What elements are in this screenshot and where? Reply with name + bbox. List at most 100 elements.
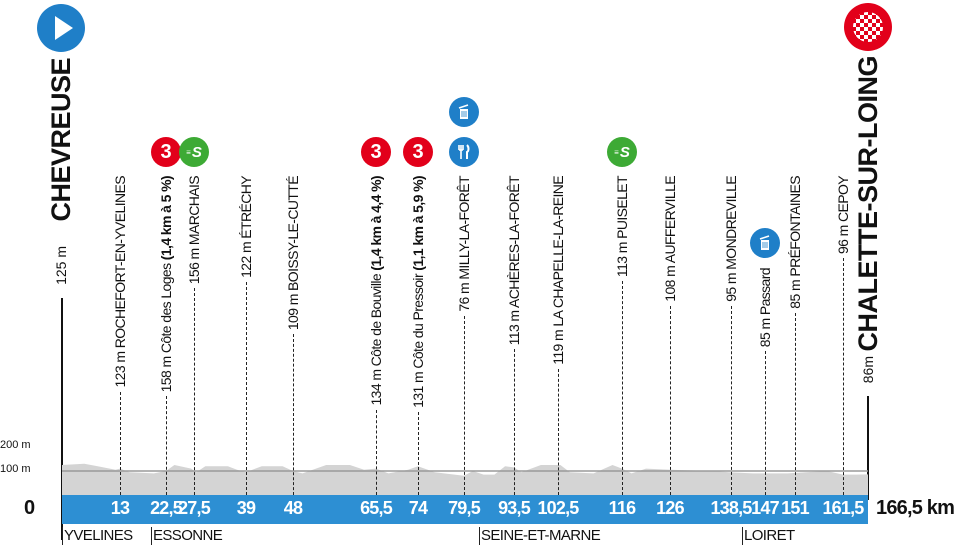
- climb-details: (1,4 km à 5 %): [158, 176, 174, 261]
- waypoint-label: 123 m ROCHEFORT-EN-YVELINES: [112, 176, 128, 388]
- waypoint-label: 122 m ÉTRÉCHY: [238, 176, 254, 278]
- dashed-marker-line: [669, 305, 671, 495]
- km-tick-label: 147: [751, 498, 779, 518]
- dashed-marker-line: [193, 288, 195, 495]
- dashed-marker-line: [119, 391, 121, 495]
- waypoint-text: 113 m PUISELET: [614, 176, 630, 278]
- waypoint-label: 134 m Côte de Bouville (1,4 km à 4,4 %): [368, 176, 384, 406]
- dashed-marker-line: [292, 334, 294, 495]
- total-distance: 166,5 km: [876, 497, 955, 519]
- km-tick-label: 138,5: [710, 498, 752, 518]
- finish-line: [867, 396, 869, 500]
- km-tick-label: 102,5: [537, 498, 579, 518]
- waypoint: 95 m MONDREVILLE: [721, 176, 741, 495]
- zero-label: 0: [24, 497, 36, 519]
- waypoint-text: 95 m MONDREVILLE: [723, 176, 739, 302]
- department-loiret: LOIRET: [742, 527, 795, 545]
- waypoint-text: 85 m Passard: [757, 268, 773, 348]
- y-label-100: 100 m: [0, 463, 31, 475]
- dashed-marker-line: [417, 411, 419, 495]
- climb-cat3-icon: 3: [361, 137, 391, 167]
- waste-zone-icon: [449, 97, 479, 127]
- waypoint: 85 m PRÉFONTAINES: [785, 176, 805, 495]
- waypoint: 113 m PUISELET: [612, 176, 632, 495]
- climb-cat3-icon: 3: [403, 137, 433, 167]
- waypoint-label: 109 m BOISSY-LE-CUTTÉ: [285, 176, 301, 330]
- waypoint: 109 m BOISSY-LE-CUTTÉ: [283, 176, 303, 495]
- dashed-marker-line: [165, 396, 167, 495]
- km-tick-label: 161,5: [822, 498, 864, 518]
- waypoint: 119 m LA CHAPELLE-LA-REINE: [548, 176, 568, 495]
- waypoint: 123 m ROCHEFORT-EN-YVELINES: [110, 176, 130, 495]
- waypoint-text: 108 m AUFFERVILLE: [662, 176, 678, 302]
- waypoint: 131 m Côte du Pressoir (1,1 km à 5,9 %): [408, 176, 428, 495]
- waypoint: 76 m MILLY-LA-FORÊT: [454, 176, 474, 495]
- waypoint-text: 134 m Côte de Bouville: [368, 270, 384, 406]
- waypoint-label: 131 m Côte du Pressoir (1,1 km à 5,9 %): [410, 176, 426, 408]
- waypoint-label: 113 m ACHÈRES-LA-FORÊT: [506, 176, 522, 345]
- km-tick-label: 22,5: [150, 498, 183, 518]
- km-tick-label: 74: [408, 498, 428, 518]
- sprint-icon: ≡ S: [607, 137, 637, 167]
- km-tick-label: 79,5: [448, 498, 481, 518]
- waypoint-label: 95 m MONDREVILLE: [723, 176, 739, 302]
- waypoint-label: 76 m MILLY-LA-FORÊT: [456, 176, 472, 312]
- waypoint-text: 156 m MARCHAIS: [186, 176, 202, 285]
- y-label-200: 200 m: [0, 439, 31, 451]
- dashed-marker-line: [375, 409, 377, 495]
- waypoint: 134 m Côte de Bouville (1,4 km à 4,4 %): [366, 176, 386, 495]
- km-tick-label: 126: [656, 498, 684, 518]
- km-tick-label: 48: [283, 498, 303, 518]
- department-essonne: ESSONNE: [151, 527, 223, 545]
- finish-icon: [844, 3, 892, 51]
- feed-zone-icon: [449, 137, 479, 167]
- waypoint-text: 131 m Côte du Pressoir: [410, 270, 426, 408]
- km-tick-label: 65,5: [360, 498, 393, 518]
- waypoint: 156 m MARCHAIS: [184, 176, 204, 495]
- waypoint-label: 85 m Passard: [757, 268, 773, 347]
- start-line: [61, 298, 63, 540]
- department-seine-et-marne: SEINE-ET-MARNE: [479, 527, 601, 545]
- sprint-label: S: [619, 143, 630, 161]
- km-tick-label: 93,5: [498, 498, 531, 518]
- checkered-flag-icon: [853, 12, 883, 42]
- km-tick-label: 151: [781, 498, 809, 518]
- distance-bar: [62, 495, 868, 524]
- waypoint: 85 m Passard: [755, 268, 775, 495]
- waypoint-label: 156 m MARCHAIS: [186, 176, 202, 284]
- waypoint-text: 109 m BOISSY-LE-CUTTÉ: [285, 176, 301, 331]
- waste-zone-icon: [750, 228, 780, 258]
- waypoint-text: 123 m ROCHEFORT-EN-YVELINES: [112, 176, 128, 388]
- dashed-marker-line: [245, 281, 247, 495]
- waypoint-text: 122 m ÉTRÉCHY: [238, 176, 254, 278]
- waypoint-text: 76 m MILLY-LA-FORÊT: [456, 176, 472, 312]
- waypoint: 108 m AUFFERVILLE: [660, 176, 680, 495]
- dashed-marker-line: [557, 368, 559, 495]
- dashed-marker-line: [764, 351, 766, 495]
- waypoint-text: 85 m PRÉFONTAINES: [787, 176, 803, 309]
- km-tick-label: 116: [608, 498, 636, 518]
- waypoint-text: 96 m CEPOY: [835, 176, 851, 255]
- climb-cat3-icon: 3: [151, 137, 181, 167]
- waypoint-label: 119 m LA CHAPELLE-LA-REINE: [550, 176, 566, 365]
- waypoint: 158 m Côte des Loges (1,4 km à 5 %): [156, 176, 176, 495]
- waypoint-label: 113 m PUISELET: [614, 176, 630, 277]
- climb-details: (1,4 km à 4,4 %): [368, 176, 384, 271]
- start-icon: [37, 4, 85, 52]
- waypoint-text: 119 m LA CHAPELLE-LA-REINE: [550, 176, 566, 365]
- dashed-marker-line: [513, 349, 515, 495]
- waypoint-label: 85 m PRÉFONTAINES: [787, 176, 803, 309]
- waypoint-label: 96 m CEPOY: [835, 176, 851, 254]
- play-icon: [55, 16, 73, 40]
- sprint-label: S: [191, 143, 202, 161]
- climb-details: (1,1 km à 5,9 %): [410, 176, 426, 271]
- dashed-marker-line: [730, 305, 732, 495]
- waypoint: 122 m ÉTRÉCHY: [236, 176, 256, 495]
- waypoint: 113 m ACHÈRES-LA-FORÊT: [504, 176, 524, 495]
- waypoint-label: 158 m Côte des Loges (1,4 km à 5 %): [158, 176, 174, 392]
- waypoint-text: 158 m Côte des Loges: [158, 260, 174, 393]
- sprint-icon: ≡ S: [179, 137, 209, 167]
- km-tick-label: 39: [236, 498, 256, 518]
- km-tick-label: 13: [110, 498, 130, 518]
